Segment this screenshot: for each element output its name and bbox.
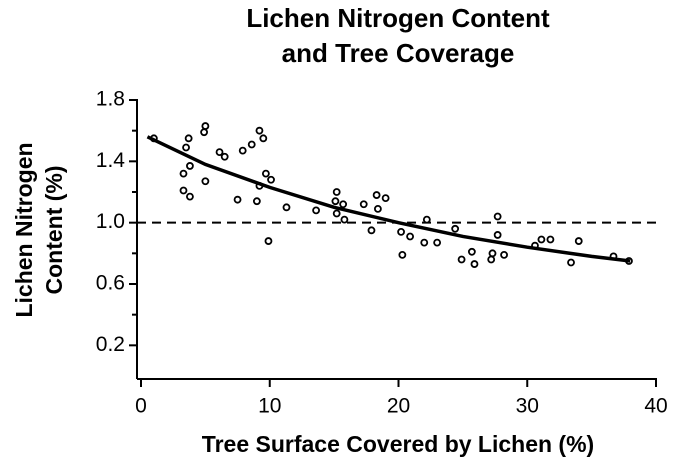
data-point	[467, 247, 476, 256]
y-tick-label: 0.6	[96, 272, 125, 295]
data-point	[406, 232, 414, 241]
data-point	[398, 250, 407, 259]
y-axis-label-line: Lichen Nitrogen	[11, 142, 37, 317]
data-point	[457, 255, 466, 264]
y-tick-label: 0.2	[96, 333, 125, 356]
data-point	[331, 197, 340, 206]
data-point	[339, 200, 348, 209]
data-point	[422, 215, 431, 224]
x-tick-label: 0	[135, 395, 147, 418]
data-point	[359, 200, 368, 209]
data-point	[282, 203, 291, 212]
chart-title: Lichen Nitrogen Content	[246, 3, 550, 33]
data-point	[201, 122, 210, 130]
data-point	[179, 169, 188, 178]
data-point	[179, 186, 188, 195]
y-axis-label: Lichen Nitrogen Content (%)	[11, 142, 67, 317]
data-point	[451, 224, 460, 233]
data-point	[201, 177, 210, 186]
x-tick-label: 20	[387, 395, 410, 418]
fit-curve	[146, 135, 631, 263]
data-point	[238, 146, 247, 155]
data-point	[500, 250, 508, 259]
x-tick-label: 40	[644, 395, 667, 418]
x-axis-label: Tree Surface Covered by Lichen (%)	[202, 431, 594, 457]
data-point	[186, 192, 194, 201]
data-point	[312, 206, 321, 215]
data-point	[367, 226, 376, 235]
data-point	[493, 231, 502, 239]
data-point	[186, 162, 194, 170]
y-tick-label: 1.0	[96, 210, 125, 233]
data-point	[397, 227, 405, 236]
data-point	[488, 249, 497, 258]
data-point	[247, 140, 256, 149]
data-point	[264, 237, 273, 245]
data-point	[537, 235, 546, 244]
data-point	[493, 212, 502, 221]
data-point	[215, 148, 224, 157]
data-point	[267, 175, 275, 184]
data-point	[259, 134, 268, 143]
y-tick-label: 1.8	[96, 88, 125, 111]
y-axis-label-line: Content (%)	[41, 165, 67, 294]
data-point	[381, 194, 390, 203]
data-point	[433, 238, 442, 247]
data-point	[574, 237, 583, 245]
data-point	[261, 169, 270, 178]
data-point	[470, 260, 479, 268]
x-tick-label: 30	[516, 395, 539, 418]
data-point	[373, 204, 382, 213]
data-point	[200, 128, 208, 137]
x-tick-label: 10	[258, 395, 281, 418]
chart-title: and Tree Coverage	[282, 38, 515, 68]
y-tick-label: 1.4	[96, 149, 126, 172]
data-point	[420, 238, 429, 247]
data-point	[546, 235, 555, 244]
data-point	[332, 188, 341, 196]
data-point	[184, 134, 193, 143]
data-point	[252, 197, 261, 206]
data-point	[255, 126, 264, 135]
data-point	[182, 143, 190, 152]
data-point	[220, 152, 229, 161]
data-point	[233, 195, 242, 204]
data-point	[567, 258, 575, 267]
data-point	[340, 215, 349, 224]
data-point	[487, 255, 496, 264]
data-point	[332, 209, 341, 218]
data-point	[372, 191, 381, 199]
